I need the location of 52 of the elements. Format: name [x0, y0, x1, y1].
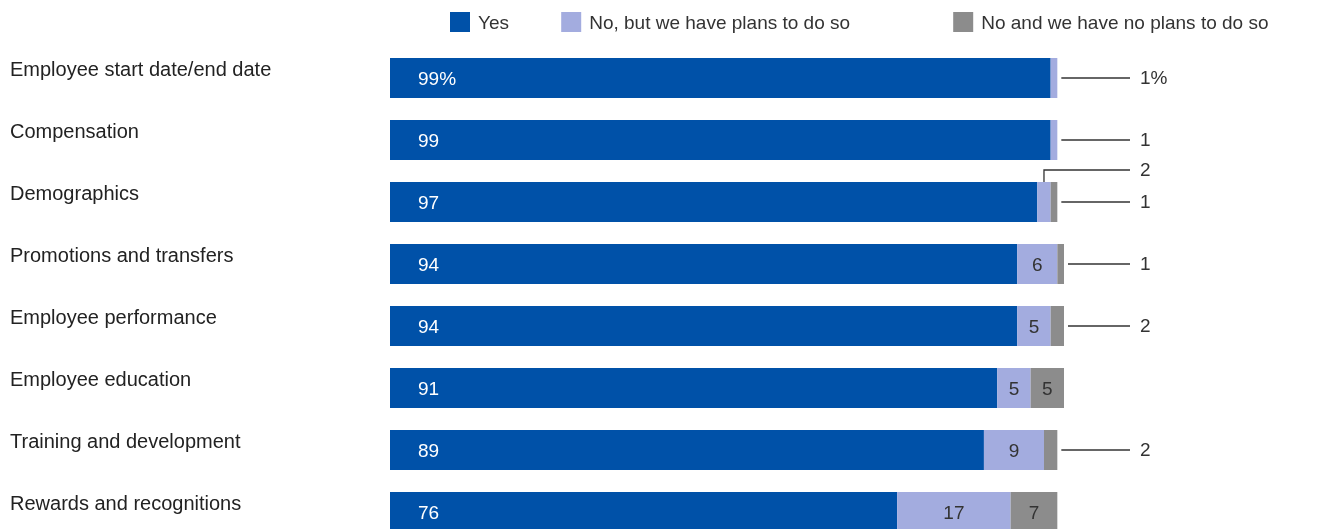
- data-label: 5: [1008, 378, 1020, 399]
- bar: [1057, 244, 1064, 284]
- data-label: 6: [1032, 254, 1043, 275]
- y-tick-label: Employee education: [10, 368, 192, 390]
- y-tick-label: Employee start date/end date: [10, 58, 272, 80]
- bar: [390, 430, 984, 470]
- data-label: 2: [1140, 315, 1151, 336]
- y-tick-label: Rewards and recognitions: [10, 492, 242, 514]
- data-label: 91: [418, 378, 440, 399]
- bar: [1050, 120, 1058, 160]
- bar: [983, 430, 1044, 470]
- data-label: 1%: [1140, 67, 1168, 88]
- data-label: 7: [1028, 502, 1040, 523]
- data-label: 99%: [418, 68, 457, 89]
- bar: [1017, 244, 1058, 284]
- bar: [390, 182, 1038, 222]
- bar: [390, 120, 1051, 160]
- data-label: 1: [1140, 253, 1151, 274]
- bar: [1030, 368, 1064, 408]
- y-tick-label: Employee performance: [10, 306, 217, 328]
- y-tick-label: Promotions and transfers: [10, 244, 234, 266]
- bar: [390, 368, 998, 408]
- y-tick-label: Demographics: [10, 182, 139, 204]
- legend-label: No and we have no plans to do so: [981, 12, 1269, 33]
- bar: [1050, 306, 1064, 346]
- data-label: 1: [1140, 129, 1151, 150]
- data-label: 2: [1140, 439, 1151, 460]
- bar: [1017, 306, 1051, 346]
- legend-label: Yes: [478, 12, 509, 33]
- data-label: 1: [1140, 191, 1151, 212]
- bar: [997, 368, 1031, 408]
- bar: [1037, 182, 1051, 222]
- data-label: 76: [418, 502, 440, 523]
- data-label: 5: [1028, 316, 1040, 337]
- data-label: 2: [1140, 159, 1151, 180]
- data-label: 99: [418, 130, 440, 151]
- bar: [390, 58, 1051, 98]
- bar: [390, 306, 1018, 346]
- bar: [390, 244, 1018, 284]
- data-label: 5: [1042, 378, 1053, 399]
- y-tick-label: Training and development: [10, 430, 241, 452]
- bar: [1050, 58, 1058, 98]
- legend-label: No, but we have plans to do so: [589, 12, 851, 33]
- data-label: 94: [418, 254, 440, 275]
- data-label: 97: [418, 192, 440, 213]
- data-label: 94: [418, 316, 440, 337]
- bar: [1043, 430, 1058, 470]
- bar: [1050, 182, 1058, 222]
- data-label: 89: [418, 440, 440, 461]
- data-label: 9: [1008, 440, 1020, 461]
- data-label: 17: [943, 502, 965, 523]
- y-tick-label: Compensation: [10, 120, 139, 142]
